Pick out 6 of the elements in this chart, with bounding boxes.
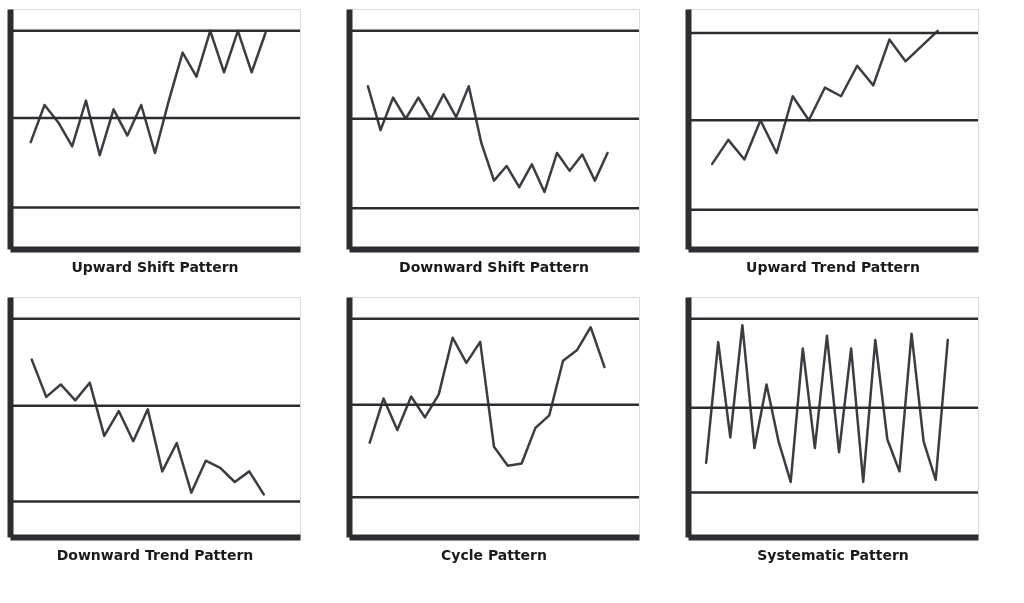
text: Cycle Pattern — [441, 547, 547, 563]
text: Systematic Pattern — [757, 547, 909, 563]
text: Upward Trend Pattern — [746, 259, 920, 275]
text: Downward Trend Pattern — [56, 547, 254, 563]
text: Downward Shift Pattern — [399, 259, 589, 275]
text: Upward Shift Pattern — [71, 259, 239, 275]
